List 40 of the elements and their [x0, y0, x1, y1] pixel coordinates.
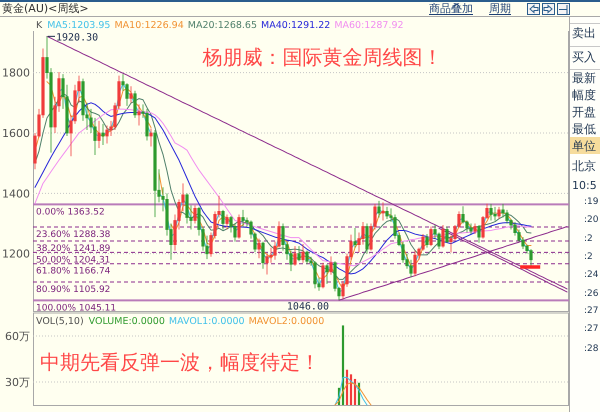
text: 最低: [572, 122, 596, 136]
text: 黄金(AU)<周线>: [2, 2, 89, 15]
text: 周期: [489, 2, 511, 15]
text: 北京: [572, 159, 596, 173]
text: :19: [584, 197, 599, 207]
y-tick-label: 1800: [2, 66, 30, 80]
text: :27: [584, 324, 598, 334]
ref-line-label: 38.20% 1241.89: [36, 244, 111, 254]
y-tick-label: 30万: [5, 376, 30, 389]
text: 幅度: [572, 88, 596, 102]
legend: VOL(5,10) VOLUME:0.0000 MAVOL1:0.0000 MAVOL2:0.0000: [36, 316, 324, 327]
text: :28: [584, 344, 599, 354]
annotation: 1920.30: [56, 32, 98, 44]
text: :2: [584, 252, 593, 262]
text: :20: [584, 215, 599, 225]
text: 10:5: [572, 179, 597, 192]
legend: K MA5:1203.95 MA10:1226.94 MA20:1268.65 MA40:1291.22 MA60:1287.92: [36, 20, 404, 31]
text: 买入: [572, 50, 596, 64]
y-tick-label: 1400: [2, 187, 30, 200]
annotation: 1046.00: [286, 302, 329, 313]
text: :26: [584, 289, 599, 299]
ref-line-label: 50.00% 1204.31: [36, 255, 110, 266]
ref-line-label: 0.00% 1363.52: [36, 207, 105, 218]
text: 单位: [572, 139, 596, 153]
text: 杨朋威：国际黄金周线图！: [201, 45, 442, 69]
ref-line-label: 23.60% 1288.38: [36, 230, 111, 240]
text: 商品叠加: [429, 2, 473, 15]
ref-line-label: 100.00% 1045.11: [36, 303, 116, 314]
text: :2: [584, 234, 593, 244]
text: :27: [584, 306, 598, 316]
y-tick-label: 60万: [5, 330, 30, 343]
ref-line-label: 80.90% 1105.92: [36, 285, 110, 296]
text: 卖出: [572, 26, 596, 40]
text: :24: [584, 270, 599, 280]
y-tick-label: 1200: [2, 248, 30, 261]
annotation: 中期先看反弹一波，幅度待定！: [40, 350, 320, 374]
text: 开盘: [572, 105, 596, 119]
y-tick-label: 1600: [2, 126, 30, 140]
text: 最新: [572, 71, 596, 85]
ref-line-label: 61.80% 1166.74: [36, 266, 111, 277]
